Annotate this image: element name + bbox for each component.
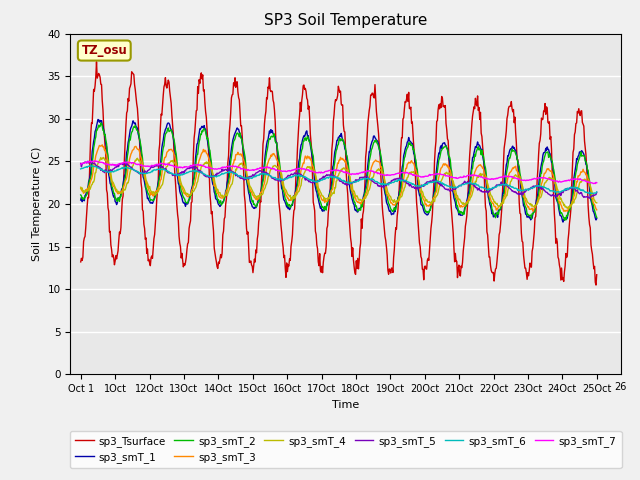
sp3_smT_7	[220, 165, 227, 171]
sp3_smT_7	[92, 158, 99, 164]
sp3_smT_5	[87, 159, 95, 165]
sp3_smT_3	[220, 195, 227, 201]
sp3_smT_7	[402, 170, 410, 176]
sp3_smT_4	[140, 167, 148, 172]
sp3_smT_4	[86, 186, 94, 192]
sp3_Tsurface	[86, 153, 94, 158]
sp3_smT_1	[417, 202, 425, 207]
Line: sp3_smT_7: sp3_smT_7	[81, 161, 596, 183]
sp3_Tsurface	[220, 228, 227, 234]
sp3_smT_5	[84, 158, 92, 164]
sp3_smT_5	[77, 160, 84, 166]
sp3_smT_1	[94, 117, 102, 122]
sp3_Tsurface	[592, 282, 600, 288]
Legend: sp3_Tsurface, sp3_smT_1, sp3_smT_2, sp3_smT_3, sp3_smT_4, sp3_smT_5, sp3_smT_6, : sp3_Tsurface, sp3_smT_1, sp3_smT_2, sp3_…	[70, 431, 621, 468]
sp3_smT_4	[402, 178, 410, 183]
sp3_smT_7	[417, 174, 425, 180]
sp3_smT_2	[77, 192, 84, 198]
sp3_smT_3	[86, 180, 94, 186]
sp3_smT_3	[593, 207, 600, 213]
sp3_smT_4	[193, 183, 200, 189]
sp3_smT_1	[77, 197, 84, 203]
sp3_Tsurface	[140, 222, 148, 228]
sp3_smT_3	[417, 190, 425, 195]
sp3_smT_2	[561, 217, 568, 223]
sp3_smT_2	[593, 215, 600, 220]
sp3_smT_6	[220, 171, 227, 177]
sp3_smT_7	[77, 161, 84, 167]
sp3_smT_6	[140, 171, 148, 177]
sp3_smT_7	[86, 159, 94, 165]
Line: sp3_smT_1: sp3_smT_1	[81, 120, 596, 222]
sp3_smT_4	[563, 205, 571, 211]
sp3_smT_4	[220, 193, 227, 199]
sp3_smT_3	[99, 142, 106, 148]
sp3_smT_5	[402, 178, 410, 183]
sp3_smT_5	[417, 184, 425, 190]
sp3_smT_5	[140, 170, 148, 176]
sp3_smT_1	[559, 219, 567, 225]
sp3_smT_6	[589, 191, 596, 196]
sp3_smT_3	[561, 208, 569, 214]
sp3_smT_2	[86, 177, 94, 182]
sp3_smT_4	[417, 184, 425, 190]
Text: 26: 26	[614, 382, 627, 392]
Line: sp3_smT_2: sp3_smT_2	[81, 123, 596, 220]
X-axis label: Time: Time	[332, 400, 359, 409]
sp3_smT_6	[402, 178, 410, 183]
sp3_smT_5	[220, 167, 227, 173]
sp3_smT_7	[140, 163, 148, 169]
sp3_Tsurface	[402, 99, 410, 105]
sp3_smT_2	[140, 172, 148, 178]
sp3_smT_3	[77, 186, 84, 192]
sp3_smT_7	[193, 162, 200, 168]
sp3_smT_3	[140, 168, 148, 174]
sp3_Tsurface	[593, 272, 600, 277]
sp3_smT_1	[593, 216, 600, 221]
sp3_smT_7	[591, 180, 599, 186]
Line: sp3_Tsurface: sp3_Tsurface	[81, 62, 596, 285]
sp3_smT_4	[593, 200, 600, 206]
sp3_Tsurface	[193, 108, 200, 114]
sp3_smT_6	[87, 163, 95, 169]
sp3_smT_1	[193, 149, 200, 155]
sp3_smT_2	[220, 198, 227, 204]
sp3_smT_5	[193, 164, 200, 170]
Line: sp3_smT_5: sp3_smT_5	[81, 161, 596, 198]
sp3_smT_6	[193, 168, 200, 174]
sp3_smT_6	[77, 166, 84, 172]
Line: sp3_smT_6: sp3_smT_6	[81, 166, 596, 193]
sp3_Tsurface	[93, 59, 100, 65]
Y-axis label: Soil Temperature (C): Soil Temperature (C)	[32, 147, 42, 261]
sp3_smT_1	[86, 174, 94, 180]
sp3_smT_6	[86, 163, 94, 168]
Title: SP3 Soil Temperature: SP3 Soil Temperature	[264, 13, 428, 28]
sp3_smT_3	[193, 173, 200, 179]
sp3_smT_1	[220, 198, 227, 204]
Text: TZ_osu: TZ_osu	[81, 44, 127, 57]
sp3_smT_7	[593, 180, 600, 186]
sp3_smT_6	[593, 189, 600, 195]
sp3_smT_2	[193, 157, 200, 163]
sp3_Tsurface	[417, 254, 425, 260]
sp3_smT_2	[97, 120, 105, 126]
sp3_smT_4	[77, 184, 84, 190]
sp3_smT_2	[402, 149, 410, 155]
sp3_smT_6	[417, 183, 425, 189]
sp3_smT_5	[586, 195, 593, 201]
sp3_smT_5	[593, 190, 600, 195]
sp3_smT_1	[402, 144, 410, 150]
sp3_smT_1	[140, 176, 148, 182]
sp3_smT_2	[417, 195, 425, 201]
Line: sp3_smT_3: sp3_smT_3	[81, 145, 596, 211]
sp3_smT_3	[402, 166, 410, 171]
sp3_smT_4	[97, 155, 105, 160]
Line: sp3_smT_4: sp3_smT_4	[81, 157, 596, 208]
sp3_Tsurface	[77, 259, 84, 265]
